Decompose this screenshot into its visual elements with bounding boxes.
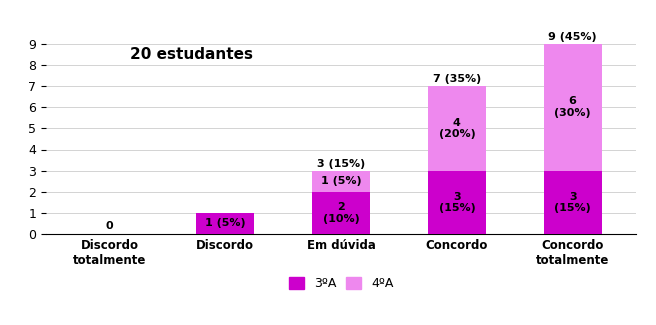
Text: 3
(15%): 3 (15%) bbox=[554, 191, 591, 213]
Bar bbox=[312, 171, 370, 192]
Legend: 3ºA, 4ºA: 3ºA, 4ºA bbox=[284, 272, 398, 295]
Bar bbox=[428, 86, 486, 171]
Text: 3
(15%): 3 (15%) bbox=[438, 191, 475, 213]
Text: 7 (35%): 7 (35%) bbox=[433, 74, 481, 84]
Bar bbox=[544, 171, 602, 234]
Text: 2
(10%): 2 (10%) bbox=[323, 202, 359, 224]
Bar bbox=[544, 44, 602, 171]
Bar bbox=[312, 192, 370, 234]
Bar bbox=[196, 213, 255, 234]
Text: 0: 0 bbox=[106, 221, 113, 231]
Text: 3 (15%): 3 (15%) bbox=[317, 159, 365, 169]
Text: 1 (5%): 1 (5%) bbox=[321, 176, 361, 186]
Text: 6
(30%): 6 (30%) bbox=[554, 97, 591, 118]
Text: 1 (5%): 1 (5%) bbox=[205, 218, 245, 228]
Text: 9 (45%): 9 (45%) bbox=[548, 32, 597, 42]
Text: 20 estudantes: 20 estudantes bbox=[131, 47, 253, 62]
Text: 4
(20%): 4 (20%) bbox=[438, 118, 475, 139]
Bar bbox=[428, 171, 486, 234]
